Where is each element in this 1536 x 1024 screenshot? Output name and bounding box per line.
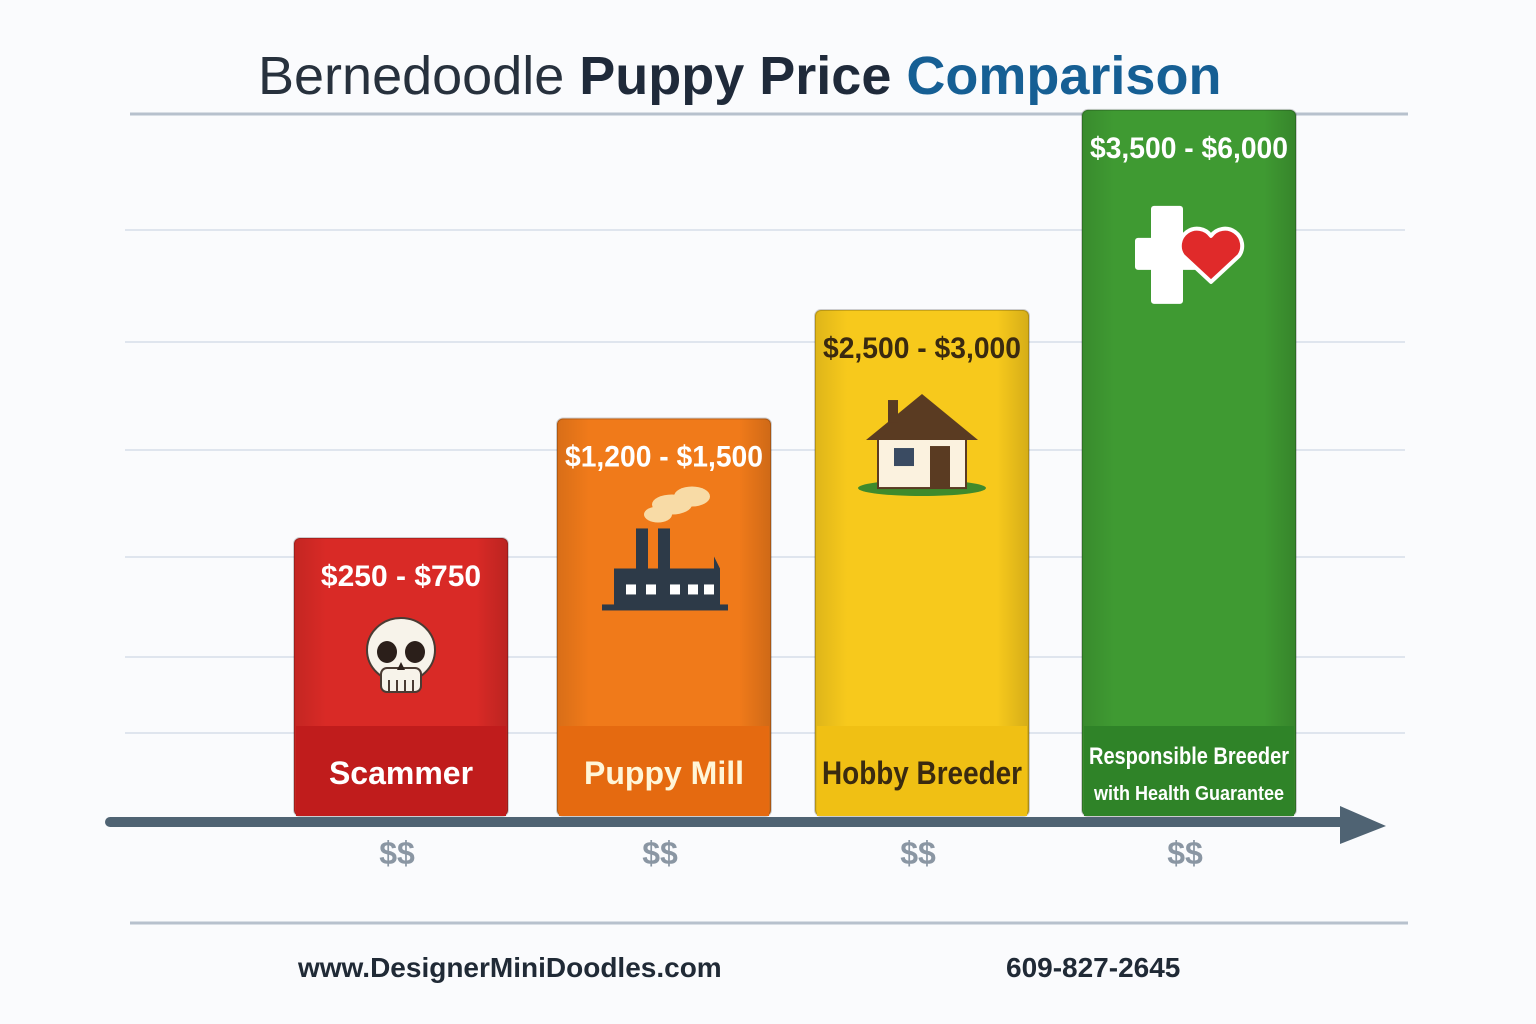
- tick-label-2: $$: [642, 835, 678, 871]
- bar-label-band-1: [296, 726, 506, 816]
- x-axis-arrow-icon: [1340, 806, 1386, 844]
- bar-group-2: $1,200 - $1,500 Puppy Mill: [556, 417, 772, 817]
- footer-phone[interactable]: 609-827-2645: [1006, 952, 1180, 983]
- category-label-2: Puppy Mill: [584, 755, 744, 791]
- tick-label-3: $$: [900, 835, 936, 871]
- house-icon: [858, 394, 986, 497]
- category-sublabel-4: with Health Guarantee: [1093, 783, 1284, 805]
- bar-shading-4: [1082, 109, 1296, 816]
- bar-label-band-3: [817, 726, 1027, 816]
- chart-title: Bernedoodle Puppy Price Comparison: [258, 46, 1221, 106]
- skull-icon: [366, 617, 436, 693]
- title-part-1: Bernedoodle: [258, 46, 579, 106]
- tick-label-1: $$: [379, 835, 415, 871]
- footer-website[interactable]: www.DesignerMiniDoodles.com: [297, 952, 722, 983]
- bar-label-band-4: [1084, 726, 1294, 816]
- bar-shading-2: [557, 418, 771, 816]
- title-part-3: Comparison: [906, 46, 1221, 106]
- category-label-1: Scammer: [329, 755, 473, 791]
- tick-labels: $$ $$ $$ $$: [379, 835, 1203, 871]
- health-heart-icon: [1135, 205, 1245, 304]
- tick-label-4: $$: [1167, 835, 1203, 871]
- category-label-4: Responsible Breeder: [1089, 743, 1289, 770]
- bar-group-3: $2,500 - $3,000 Hobby Breeder: [814, 309, 1030, 817]
- bar-group-4: $3,500 - $6,000 Responsible Breeder with H…: [1081, 108, 1297, 817]
- title-part-2: Puppy Price: [579, 46, 906, 106]
- bars: $250 - $750 Scammer $1,200 - $1,500 Puppy M…: [293, 108, 1297, 817]
- category-label-3: Hobby Breeder: [822, 755, 1022, 791]
- value-label-3: $2,500 - $3,000: [823, 332, 1021, 365]
- value-label-4: $3,500 - $6,000: [1090, 132, 1288, 165]
- bar-shading-3: [815, 310, 1029, 816]
- factory-icon: [602, 486, 728, 611]
- bar-group-1: $250 - $750 Scammer: [293, 537, 509, 817]
- value-label-2: $1,200 - $1,500: [565, 440, 763, 473]
- bar-label-band-2: [559, 726, 769, 816]
- value-label-1: $250 - $750: [321, 560, 481, 593]
